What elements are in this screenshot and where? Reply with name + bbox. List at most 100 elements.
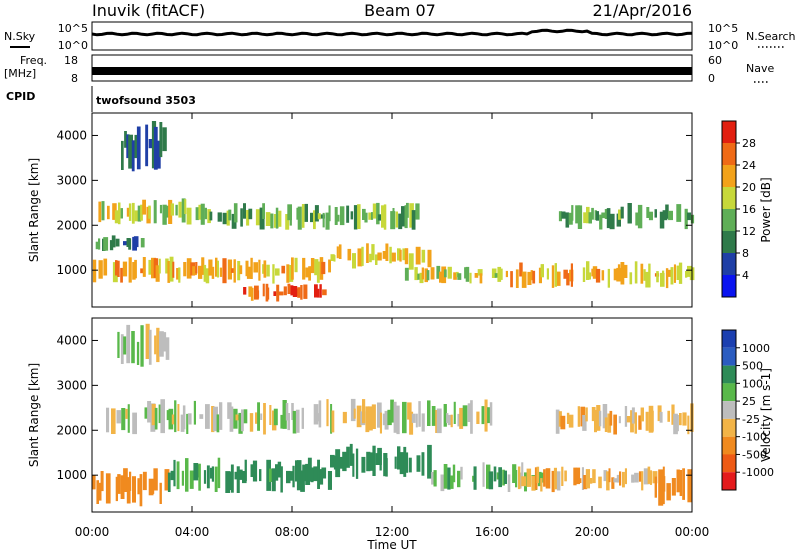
power-cell bbox=[333, 255, 336, 262]
power-cell bbox=[124, 131, 127, 148]
power-cell bbox=[266, 264, 270, 277]
power-cell bbox=[246, 210, 250, 226]
velocity-cell bbox=[330, 404, 333, 434]
power-cell bbox=[117, 260, 120, 277]
nsearch-tick-top: 10^5 bbox=[708, 22, 738, 35]
velocity-cell bbox=[321, 467, 327, 479]
power-cell bbox=[114, 210, 119, 224]
velocity-cell bbox=[638, 415, 642, 430]
power-cell bbox=[339, 206, 345, 226]
velocity-cell bbox=[241, 409, 244, 432]
velocity-cell bbox=[250, 464, 255, 477]
power-cell bbox=[648, 263, 651, 288]
power-band-2 bbox=[330, 243, 432, 270]
power-cell bbox=[316, 261, 320, 283]
velocity-cell bbox=[263, 403, 266, 435]
nsky-panel-frame bbox=[91, 21, 693, 51]
power-band-3 bbox=[404, 265, 503, 284]
velocity-cell bbox=[275, 464, 279, 481]
velocity-cell bbox=[427, 444, 432, 479]
power-cell bbox=[246, 266, 252, 279]
velocity-cell bbox=[671, 478, 676, 496]
velocity-cell bbox=[196, 464, 200, 478]
power-cell bbox=[404, 267, 409, 281]
power-cell bbox=[372, 203, 377, 219]
velocity-cell bbox=[650, 410, 654, 432]
power-cell bbox=[128, 203, 132, 221]
power-cell bbox=[278, 210, 282, 227]
velocity-cell bbox=[100, 471, 104, 492]
velocity-cell bbox=[418, 401, 421, 427]
colorbar-swatch bbox=[722, 209, 736, 231]
power-cell bbox=[142, 199, 146, 215]
velocity-cell bbox=[236, 466, 240, 493]
colorbar-tick-label: 28 bbox=[742, 137, 756, 150]
velocity-cell bbox=[132, 412, 137, 435]
power-cell bbox=[357, 248, 363, 267]
velocity-cell bbox=[260, 413, 263, 420]
velocity-cell bbox=[92, 475, 96, 490]
power-cell bbox=[595, 268, 601, 283]
power-cell bbox=[350, 211, 354, 220]
power-band-1 bbox=[243, 283, 327, 302]
power-cell bbox=[289, 206, 292, 226]
velocity-cell bbox=[626, 416, 631, 423]
velocity-cell bbox=[397, 446, 401, 470]
velocity-cell bbox=[361, 456, 366, 473]
power-cell bbox=[568, 212, 573, 225]
power-cell bbox=[256, 290, 260, 299]
velocity-cell bbox=[540, 478, 543, 492]
colorbar-tick-label: 500 bbox=[742, 360, 763, 373]
power-cell bbox=[259, 207, 265, 230]
velocity-cell bbox=[631, 407, 635, 424]
power-cell bbox=[599, 214, 603, 230]
velocity-cell bbox=[591, 407, 596, 422]
velocity-band-0 bbox=[92, 468, 170, 507]
velocity-cell bbox=[647, 466, 651, 484]
power-cell bbox=[532, 270, 536, 284]
power-cell bbox=[601, 212, 606, 219]
velocity-cell bbox=[165, 337, 170, 360]
velocity-cell bbox=[543, 469, 546, 487]
power-cell bbox=[151, 257, 156, 279]
velocity-cell bbox=[252, 460, 258, 482]
power-cell bbox=[406, 202, 409, 218]
velocity-cell bbox=[555, 409, 560, 434]
power-cell bbox=[457, 273, 462, 280]
velocity-cell bbox=[117, 474, 121, 494]
power-cell bbox=[128, 257, 132, 283]
velocity-cell bbox=[368, 406, 373, 431]
velocity-cell bbox=[356, 405, 362, 428]
velocity-cell bbox=[394, 456, 397, 469]
power-cell bbox=[172, 261, 175, 278]
velocity-cell bbox=[160, 399, 165, 434]
power-cell bbox=[479, 273, 483, 284]
power-cell bbox=[613, 268, 618, 281]
velocity-cell bbox=[211, 406, 215, 433]
power-cell bbox=[158, 258, 161, 274]
power-cell bbox=[398, 213, 403, 230]
power-cell bbox=[219, 267, 223, 277]
velocity-cell bbox=[288, 471, 293, 481]
velocity-cell bbox=[585, 469, 590, 489]
power-cell bbox=[515, 269, 519, 288]
freq-tick-bottom: 8 bbox=[71, 72, 78, 85]
velocity-cell bbox=[136, 341, 140, 365]
power-cell bbox=[248, 208, 253, 220]
power-cell bbox=[643, 269, 646, 281]
velocity-cell bbox=[534, 467, 538, 490]
colorbar-swatch bbox=[722, 418, 736, 437]
power-cell bbox=[561, 211, 566, 219]
power-cell bbox=[255, 209, 260, 226]
power-cell bbox=[167, 261, 171, 283]
velocity-cell bbox=[117, 331, 120, 358]
velocity-colorbar-title: Velocity [m s-1] bbox=[759, 368, 773, 462]
power-cell bbox=[98, 260, 103, 279]
velocity-cell bbox=[282, 400, 287, 429]
velocity-cell bbox=[307, 457, 312, 482]
power-cell bbox=[240, 208, 243, 227]
power-cell bbox=[436, 265, 441, 279]
velocity-cell bbox=[280, 466, 283, 493]
velocity-cell bbox=[182, 405, 186, 430]
power-cell bbox=[678, 262, 683, 284]
